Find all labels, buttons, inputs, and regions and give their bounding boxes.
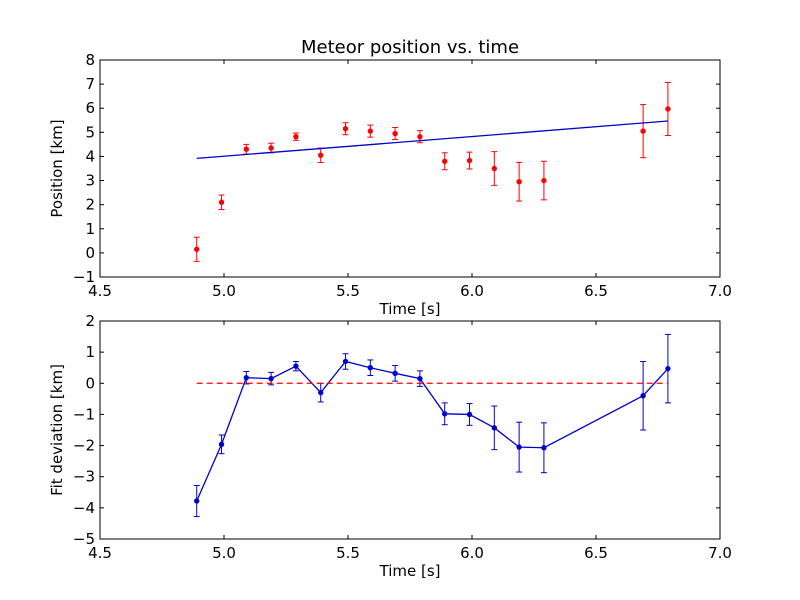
data-point	[491, 165, 498, 172]
data-point	[243, 146, 250, 152]
y-tick-label: −1	[73, 405, 95, 423]
deviation-marks	[193, 333, 671, 518]
data-point	[417, 375, 423, 382]
data-point	[442, 411, 448, 417]
data-point	[640, 128, 646, 134]
position-marks	[193, 81, 671, 262]
data-point	[268, 145, 274, 151]
data-point	[194, 498, 200, 504]
data-point	[318, 389, 324, 396]
data-point	[218, 199, 225, 205]
y-tick-label: 2	[85, 196, 95, 214]
y-tick-label: 6	[85, 99, 95, 117]
position-axes-frame	[99, 59, 721, 278]
data-point	[342, 358, 349, 365]
data-point	[516, 179, 522, 185]
data-point	[293, 133, 299, 140]
x-tick-label: 7.0	[708, 544, 732, 562]
x-tick-label: 6.0	[460, 282, 484, 300]
data-point	[392, 130, 398, 137]
chart-title: Meteor position vs. time	[301, 37, 519, 58]
x-tick-label: 4.5	[88, 282, 112, 300]
y-tick-label: 7	[85, 75, 95, 93]
x-tick-label: 5.5	[336, 282, 360, 300]
y-tick-label: 8	[85, 51, 95, 69]
x-tick-label: 5.0	[212, 282, 236, 300]
data-point	[342, 126, 349, 132]
x-tick-label: 5.5	[336, 544, 360, 562]
data-point	[665, 365, 671, 372]
x-tick-label: 7.0	[708, 282, 732, 300]
data-point	[516, 444, 522, 450]
y-tick-label: −1	[73, 268, 95, 286]
y-tick-label: −5	[73, 530, 95, 548]
data-point	[268, 375, 274, 382]
data-point	[293, 363, 299, 369]
data-point	[194, 246, 200, 252]
data-point	[466, 157, 473, 164]
x-tick-label: 5.0	[212, 544, 236, 562]
position-panel: Meteor position vs. time 4.5 5.0 5.5 6.0 6.5…	[48, 37, 732, 318]
y-tick-label: 1	[85, 343, 95, 361]
data-point	[541, 445, 547, 451]
series-line	[196, 120, 668, 160]
data-point	[392, 370, 398, 377]
y-tick-label: 4	[85, 147, 95, 165]
y-tick-label: 0	[85, 244, 95, 262]
position-ticks: 4.5 5.0 5.5 6.0 6.5 7.0 −1 0 1 2 3 4 5 6 7 8	[73, 51, 732, 300]
deviation-panel: 4.5 5.0 5.5 6.0 6.5 7.0 −5 −4 −3 −2 −1 0 1 2 Time [s]…	[48, 312, 732, 580]
y-tick-label: 3	[85, 172, 95, 190]
y-tick-label: −2	[73, 437, 95, 455]
x-tick-label: 6.5	[584, 282, 608, 300]
y-tick-label: 5	[85, 123, 95, 141]
data-point	[367, 365, 374, 371]
data-point	[218, 441, 225, 448]
y-tick-label: 1	[85, 220, 95, 238]
data-point	[541, 177, 547, 184]
data-point	[367, 128, 374, 134]
deviation-axes-frame	[99, 320, 721, 540]
data-point	[466, 411, 473, 418]
y-tick-label: 0	[85, 374, 95, 392]
data-point	[640, 393, 646, 399]
data-point	[318, 152, 324, 158]
deviation-ticks: 4.5 5.0 5.5 6.0 6.5 7.0 −5 −4 −3 −2 −1 0 1 2	[73, 312, 732, 562]
data-point	[417, 133, 423, 140]
x-tick-label: 6.0	[460, 544, 484, 562]
deviation-x-axis-label: Time [s]	[379, 562, 441, 580]
x-tick-label: 4.5	[88, 544, 112, 562]
y-tick-label: −3	[73, 468, 95, 486]
position-x-axis-label: Time [s]	[379, 300, 441, 318]
y-tick-label: −4	[73, 499, 95, 517]
data-point	[442, 158, 448, 164]
position-y-axis-label: Position [km]	[48, 119, 66, 217]
deviation-y-axis-label: Fit deviation [km]	[48, 364, 66, 496]
y-tick-label: 2	[85, 312, 95, 330]
data-point	[243, 374, 250, 381]
x-tick-label: 6.5	[584, 544, 608, 562]
series-line	[196, 360, 669, 502]
data-point	[491, 425, 498, 431]
data-point	[665, 106, 671, 112]
